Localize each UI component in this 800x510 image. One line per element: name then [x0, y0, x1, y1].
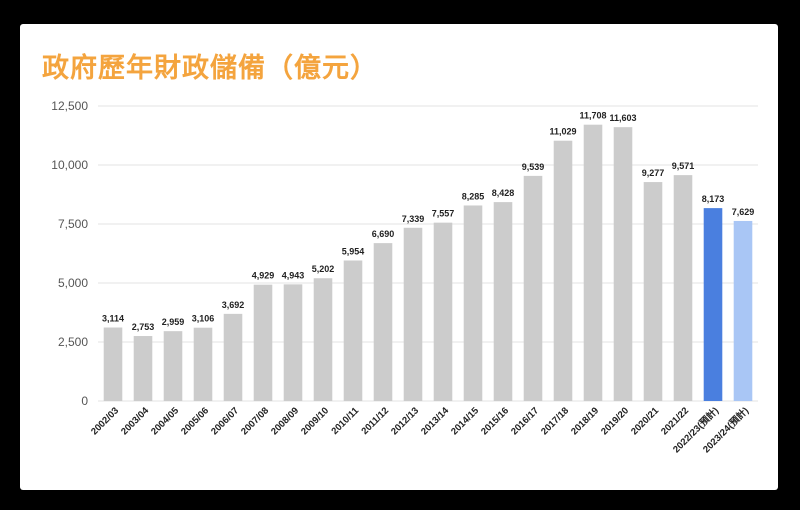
x-tick-label: 2006/07 [209, 405, 241, 437]
data-label: 7,629 [732, 207, 755, 217]
data-label: 7,339 [402, 214, 425, 224]
y-tick-label: 10,000 [51, 158, 88, 172]
data-label: 8,285 [462, 191, 485, 201]
data-label: 11,603 [609, 113, 636, 123]
y-tick-label: 0 [81, 394, 88, 408]
bar [553, 140, 573, 401]
chart-title: 政府歷年財政儲備（億元） [42, 53, 378, 84]
data-label: 7,557 [432, 209, 455, 219]
x-tick-label: 2004/05 [149, 405, 182, 438]
data-label: 2,753 [132, 322, 155, 332]
bar [373, 243, 393, 401]
x-tick-label: 2010/11 [329, 405, 361, 437]
x-tick-label: 2018/19 [569, 405, 601, 437]
bar [403, 227, 423, 401]
data-label: 3,106 [192, 314, 215, 324]
data-label: 9,571 [672, 161, 695, 171]
bar [463, 205, 483, 401]
bar [613, 127, 633, 402]
x-tick-label: 2017/18 [539, 405, 571, 437]
x-tick-label: 2019/20 [599, 405, 631, 437]
data-label: 2,959 [162, 317, 185, 327]
x-tick-label: 2002/03 [89, 405, 121, 437]
bar [523, 175, 543, 401]
y-tick-label: 12,500 [51, 99, 88, 113]
bar [583, 124, 603, 402]
y-tick-label: 5,000 [58, 276, 88, 290]
data-label: 9,277 [642, 168, 665, 178]
bar [223, 313, 243, 401]
data-label: 5,202 [312, 264, 335, 274]
data-label: 8,428 [492, 188, 515, 198]
bar [343, 260, 363, 401]
x-tick-label: 2008/09 [269, 405, 301, 437]
x-tick-label: 2020/21 [629, 405, 662, 438]
x-tick-label: 2016/17 [509, 405, 541, 437]
x-tick-label: 2009/10 [299, 405, 331, 437]
data-label: 3,114 [102, 314, 124, 324]
y-tick-label: 2,500 [58, 335, 88, 349]
y-tick-label: 7,500 [58, 217, 88, 231]
data-label: 9,539 [522, 162, 545, 172]
bar-chart: 0 2,500 5,000 7,500 10,000 12,500 3,114 2002/03… [51, 99, 758, 455]
data-label: 4,943 [282, 270, 305, 280]
bar [103, 327, 123, 401]
x-tick-label: 2015/16 [479, 405, 511, 437]
bar [733, 220, 753, 401]
bar [253, 284, 273, 401]
data-label: 11,029 [549, 127, 576, 137]
x-tick-label: 2012/13 [389, 405, 421, 437]
bar [433, 222, 453, 401]
data-label: 4,929 [252, 271, 275, 281]
x-tick-label: 2014/15 [449, 405, 482, 438]
bar [313, 278, 333, 401]
bar [643, 182, 663, 401]
x-tick-label: 2007/08 [239, 405, 271, 437]
bar [193, 327, 213, 401]
data-label: 3,692 [222, 300, 245, 310]
x-tick-label: 2003/04 [119, 405, 152, 438]
data-label: 11,708 [579, 111, 606, 121]
x-tick-label: 2013/14 [419, 405, 452, 438]
chart-slide: 政府歷年財政儲備（億元） 0 2,500 5,000 7,500 10,000 12,50… [20, 24, 778, 490]
data-label: 8,173 [702, 194, 725, 204]
data-label: 5,954 [342, 246, 365, 256]
bar [673, 175, 693, 401]
bar [283, 284, 303, 401]
data-label: 6,690 [372, 229, 395, 239]
bar [493, 202, 513, 401]
x-tick-label: 2011/12 [359, 405, 391, 437]
x-tick-label: 2005/06 [179, 405, 211, 437]
bar [703, 208, 723, 401]
bar [163, 331, 183, 401]
bar [133, 336, 153, 401]
